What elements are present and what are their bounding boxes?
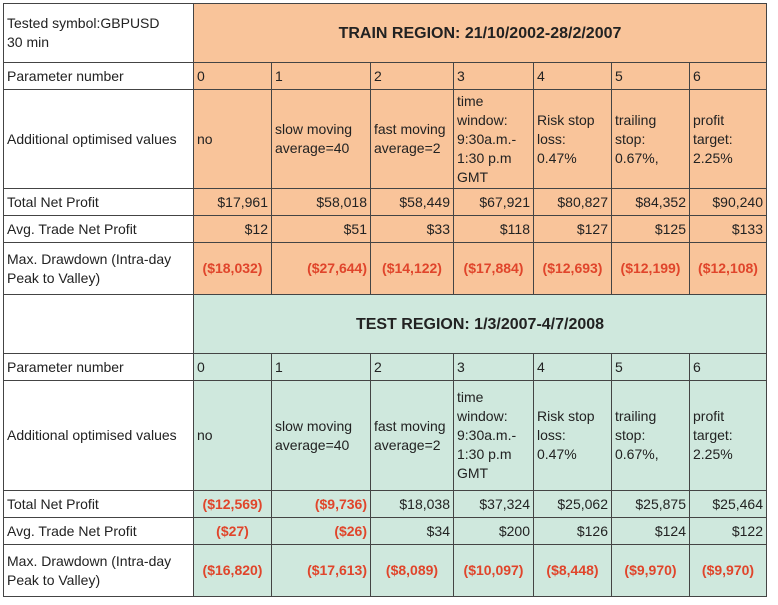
- opt-cell: no: [193, 89, 272, 189]
- mdd-cell: ($16,820): [193, 544, 272, 597]
- mdd-cell: ($12,199): [611, 242, 690, 295]
- mdd-cell: ($14,122): [370, 242, 454, 295]
- atnp-label: Avg. Trade Net Profit: [3, 215, 194, 243]
- train-region-title: TRAIN REGION: 21/10/2002-28/2/2007: [193, 3, 767, 63]
- tnp-cell: $17,961: [193, 188, 272, 216]
- mdd-cell: ($17,613): [271, 544, 371, 597]
- test-opt-row: Additional optimised values no slow movi…: [3, 380, 767, 491]
- atnp-cell: ($26): [271, 517, 371, 545]
- opt-cell: fast moving average=2: [370, 89, 454, 189]
- param-label: Parameter number: [3, 62, 194, 90]
- opt-cell: trailing stop: 0.67%,: [611, 89, 690, 189]
- param-cell: 3: [453, 62, 534, 90]
- results-table: Tested symbol:GBPUSD 30 min TRAIN REGION…: [3, 3, 767, 597]
- atnp-cell: $126: [533, 517, 612, 545]
- tnp-cell: $25,464: [689, 490, 767, 518]
- mdd-cell: ($27,644): [271, 242, 371, 295]
- tnp-cell: ($12,569): [193, 490, 272, 518]
- opt-cell: fast moving average=2: [370, 380, 454, 491]
- tnp-cell: ($9,736): [271, 490, 371, 518]
- param-cell: 2: [370, 353, 454, 381]
- train-atnp-row: Avg. Trade Net Profit $12 $51 $33 $118 $…: [3, 215, 767, 243]
- opt-cell: time window: 9:30a.m.- 1:30 p.m GMT: [453, 380, 534, 491]
- test-tnp-row: Total Net Profit ($12,569) ($9,736) $18,…: [3, 490, 767, 518]
- atnp-cell: $122: [689, 517, 767, 545]
- opt-cell: slow moving average=40: [271, 89, 371, 189]
- timeframe-line: 30 min: [7, 34, 50, 50]
- test-mdd-row: Max. Drawdown (Intra-day Peak to Valley)…: [3, 544, 767, 597]
- test-param-row: Parameter number 0 1 2 3 4 5 6: [3, 353, 767, 381]
- atnp-cell: $118: [453, 215, 534, 243]
- train-opt-row: Additional optimised values no slow movi…: [3, 89, 767, 189]
- mdd-cell: ($12,108): [689, 242, 767, 295]
- param-cell: 5: [611, 62, 690, 90]
- opt-cell: profit target: 2.25%: [689, 89, 767, 189]
- tnp-label: Total Net Profit: [3, 490, 194, 518]
- atnp-label: Avg. Trade Net Profit: [3, 517, 194, 545]
- param-cell: 6: [689, 62, 767, 90]
- opt-cell: Risk stop loss: 0.47%: [533, 89, 612, 189]
- atnp-cell: ($27): [193, 517, 272, 545]
- opt-cell: profit target: 2.25%: [689, 380, 767, 491]
- atnp-cell: $125: [611, 215, 690, 243]
- symbol-line: Tested symbol:GBPUSD: [7, 15, 160, 31]
- param-cell: 4: [533, 353, 612, 381]
- mdd-cell: ($9,970): [611, 544, 690, 597]
- tnp-cell: $25,875: [611, 490, 690, 518]
- mdd-cell: ($18,032): [193, 242, 272, 295]
- mdd-cell: ($8,448): [533, 544, 612, 597]
- tnp-cell: $67,921: [453, 188, 534, 216]
- param-cell: 0: [193, 62, 272, 90]
- opt-cell: slow moving average=40: [271, 380, 371, 491]
- param-cell: 3: [453, 353, 534, 381]
- param-cell: 1: [271, 62, 371, 90]
- train-title-row: Tested symbol:GBPUSD 30 min TRAIN REGION…: [3, 3, 767, 63]
- param-cell: 4: [533, 62, 612, 90]
- tnp-cell: $84,352: [611, 188, 690, 216]
- opt-cell: Risk stop loss: 0.47%: [533, 380, 612, 491]
- opt-label: Additional optimised values: [3, 89, 194, 189]
- tnp-cell: $37,324: [453, 490, 534, 518]
- opt-cell: time window: 9:30a.m.- 1:30 p.m GMT: [453, 89, 534, 189]
- atnp-cell: $200: [453, 517, 534, 545]
- atnp-cell: $51: [271, 215, 371, 243]
- param-cell: 5: [611, 353, 690, 381]
- test-title-row: TEST REGION: 1/3/2007-4/7/2008: [3, 294, 767, 354]
- tnp-cell: $90,240: [689, 188, 767, 216]
- tnp-label: Total Net Profit: [3, 188, 194, 216]
- symbol-header: Tested symbol:GBPUSD 30 min: [3, 3, 194, 63]
- mdd-label: Max. Drawdown (Intra-day Peak to Valley): [3, 544, 194, 597]
- param-cell: 1: [271, 353, 371, 381]
- param-label: Parameter number: [3, 353, 194, 381]
- mdd-cell: ($8,089): [370, 544, 454, 597]
- mdd-label: Max. Drawdown (Intra-day Peak to Valley): [3, 242, 194, 295]
- param-cell: 0: [193, 353, 272, 381]
- atnp-cell: $33: [370, 215, 454, 243]
- test-atnp-row: Avg. Trade Net Profit ($27) ($26) $34 $2…: [3, 517, 767, 545]
- test-region-title: TEST REGION: 1/3/2007-4/7/2008: [193, 294, 767, 354]
- opt-cell: trailing stop: 0.67%,: [611, 380, 690, 491]
- train-mdd-row: Max. Drawdown (Intra-day Peak to Valley)…: [3, 242, 767, 295]
- train-tnp-row: Total Net Profit $17,961 $58,018 $58,449…: [3, 188, 767, 216]
- opt-label: Additional optimised values: [3, 380, 194, 491]
- train-param-row: Parameter number 0 1 2 3 4 5 6: [3, 62, 767, 90]
- atnp-cell: $12: [193, 215, 272, 243]
- tnp-cell: $58,018: [271, 188, 371, 216]
- mdd-cell: ($12,693): [533, 242, 612, 295]
- blank-label: [3, 294, 194, 354]
- atnp-cell: $127: [533, 215, 612, 243]
- mdd-cell: ($10,097): [453, 544, 534, 597]
- atnp-cell: $133: [689, 215, 767, 243]
- tnp-cell: $80,827: [533, 188, 612, 216]
- atnp-cell: $34: [370, 517, 454, 545]
- param-cell: 2: [370, 62, 454, 90]
- param-cell: 6: [689, 353, 767, 381]
- tnp-cell: $25,062: [533, 490, 612, 518]
- mdd-cell: ($17,884): [453, 242, 534, 295]
- tnp-cell: $58,449: [370, 188, 454, 216]
- atnp-cell: $124: [611, 517, 690, 545]
- mdd-cell: ($9,970): [689, 544, 767, 597]
- opt-cell: no: [193, 380, 272, 491]
- tnp-cell: $18,038: [370, 490, 454, 518]
